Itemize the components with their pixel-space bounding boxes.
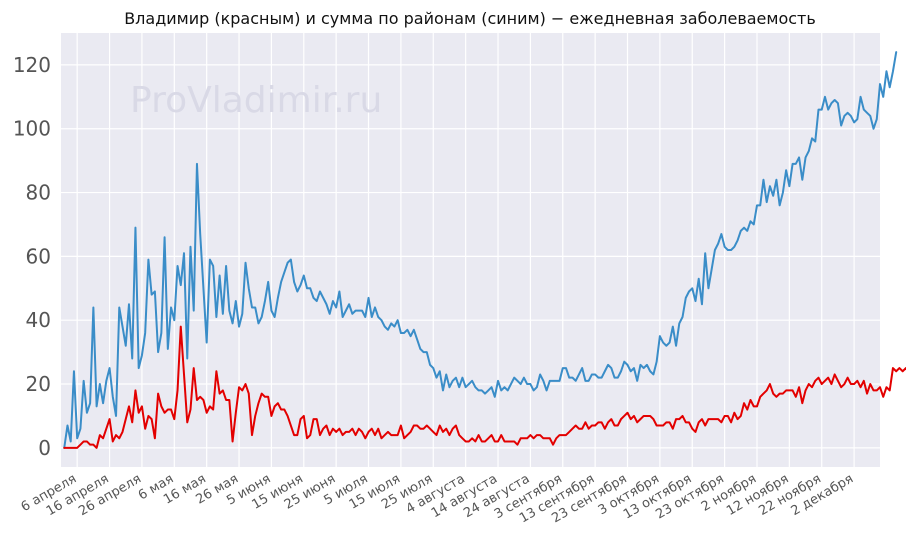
series-group: [63, 51, 906, 449]
y-tick-label: 40: [26, 308, 51, 332]
y-axis-ticks: 0 20 40 60 80 100 120: [13, 53, 51, 460]
y-tick-label: 120: [13, 53, 51, 77]
y-tick-label: 80: [26, 181, 51, 205]
series-line-districts-sum: [63, 51, 898, 449]
watermark: ProVladimir.ru: [130, 80, 382, 121]
y-tick-label: 0: [38, 436, 51, 460]
y-tick-label: 20: [26, 372, 51, 396]
y-tick-label: 100: [13, 117, 51, 141]
chart-title: Владимир (красным) и сумма по районам (с…: [124, 9, 816, 28]
grid: [61, 33, 880, 467]
y-tick-label: 60: [26, 244, 51, 268]
plot-background: [61, 33, 880, 467]
series-line-vladimir: [63, 325, 906, 449]
